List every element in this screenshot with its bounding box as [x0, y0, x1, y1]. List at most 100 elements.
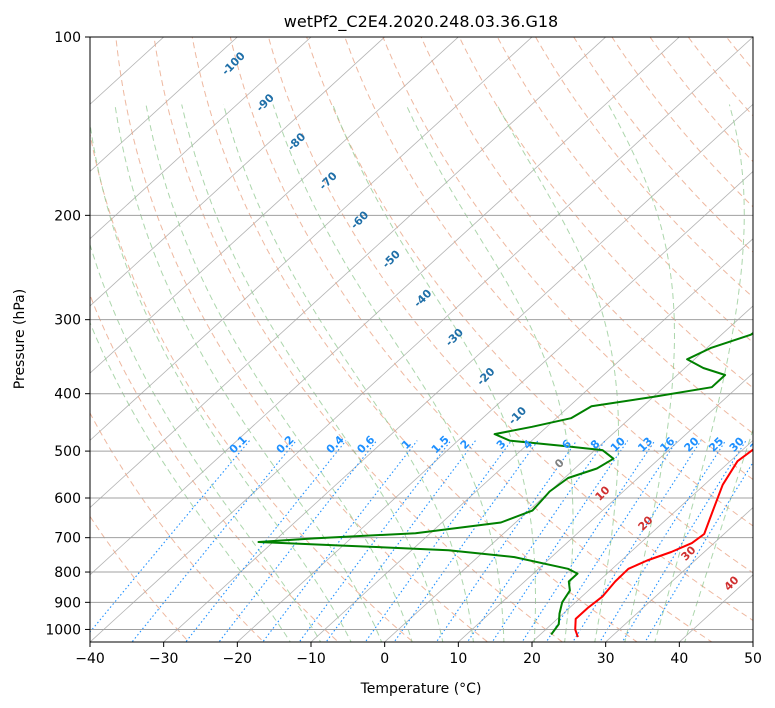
mixing-ratio-line	[491, 440, 629, 642]
moist-adiabat-line	[223, 104, 474, 642]
isotherm-line	[90, 37, 459, 374]
isotherm-line	[90, 37, 238, 172]
isotherm-line	[310, 238, 753, 642]
sounding-series	[257, 331, 753, 638]
y-tick-label: 800	[54, 565, 81, 581]
dewpoint-series-line	[257, 331, 753, 636]
x-tick-label: −10	[296, 651, 326, 667]
y-tick-label: 1000	[45, 622, 81, 638]
dry-adiabat-line	[344, 37, 753, 527]
temperature-series-line	[574, 448, 753, 638]
mixing-ratio-line	[644, 461, 753, 642]
isotherm-line	[90, 37, 165, 105]
dry-adiabat-line	[535, 37, 753, 298]
x-tick-label: −20	[223, 651, 253, 667]
mixing-ratio-label: 0.6	[354, 433, 377, 456]
dry-adiabat-label: -40	[411, 287, 434, 310]
dry-adiabat-line	[267, 37, 753, 622]
moist-adiabat-line	[332, 104, 536, 642]
x-tick-label: 20	[523, 651, 541, 667]
moist-adiabat-line	[90, 243, 322, 642]
dry-adiabat-label: -80	[285, 130, 308, 153]
dry-adiabat-line	[573, 37, 753, 253]
mixing-ratio-label: 0.2	[274, 433, 297, 456]
dry-adiabat-line	[90, 515, 190, 642]
dry-adiabat-label: -90	[254, 91, 277, 114]
dry-adiabat-line	[90, 131, 414, 642]
y-axis-label: Pressure (hPa)	[12, 289, 28, 389]
dry-adiabat-line	[229, 37, 713, 642]
isotherm-line	[90, 37, 753, 642]
moist-adiabat-line	[90, 120, 352, 642]
dry-adiabat-line	[496, 37, 753, 344]
x-tick-label: 40	[670, 651, 688, 667]
x-tick-label: 30	[597, 651, 615, 667]
mixing-ratio-label: 0.1	[227, 433, 250, 456]
x-tick-label: 10	[449, 651, 467, 667]
isotherm-line	[457, 372, 753, 642]
isotherm-line	[90, 37, 533, 441]
dry-adiabat-line	[420, 37, 753, 435]
moist-adiabat-line	[496, 104, 619, 642]
plot-frame	[89, 36, 754, 643]
mixing-ratio-label: 36	[748, 434, 768, 454]
moist-adiabat-line	[405, 104, 574, 642]
dry-adiabat-line	[743, 10, 775, 654]
mixing-ratio-label: 13	[635, 435, 655, 455]
moist-adiabat-line	[114, 104, 383, 642]
y-tick-label: 600	[54, 491, 81, 507]
x-tick-label: −30	[149, 651, 179, 667]
isotherm-line	[90, 37, 680, 576]
dry-adiabat-label: -30	[443, 326, 466, 349]
mixing-ratio-line	[218, 440, 378, 642]
isotherm-line	[90, 37, 607, 509]
dry-adiabat-line	[90, 412, 265, 642]
dry-adiabat-line	[90, 293, 340, 642]
mixing-ratio-line	[466, 440, 606, 642]
pressure-gridlines	[90, 37, 753, 630]
x-axis-label: Temperature (°C)	[360, 681, 482, 697]
isotherm-line	[236, 170, 753, 642]
isotherm-line	[752, 641, 753, 642]
dry-adiabat-line	[611, 37, 753, 208]
y-tick-label: 500	[54, 444, 81, 460]
dry-adiabat-label: -10	[506, 404, 529, 427]
y-tick-label: 400	[54, 387, 81, 403]
y-tick-label: 100	[54, 30, 81, 46]
y-tick-label: 300	[54, 313, 81, 329]
mixing-ratio-line	[185, 440, 347, 642]
mixing-ratio-line	[599, 440, 727, 642]
isotherm-line	[531, 439, 753, 642]
isotherm-line	[90, 37, 312, 240]
isotherm-line	[90, 37, 386, 307]
dry-adiabat-label: -20	[474, 365, 497, 388]
mixing-ratio-line	[521, 440, 656, 642]
dry-adiabat-label: -100	[219, 49, 248, 78]
line-labels: -100-90-80-70-60-50-40-30-20-10010203040…	[219, 49, 768, 593]
mixing-ratio-label: 1.5	[429, 433, 452, 456]
dry-adiabat-line	[649, 37, 753, 163]
mixing-ratio-line	[262, 440, 418, 642]
moist-adiabat-line	[684, 427, 753, 642]
isotherm-line	[384, 305, 753, 642]
dry-adiabat-line	[153, 37, 564, 642]
mixing-ratio-line	[621, 440, 747, 642]
x-tick-label: 50	[744, 651, 762, 667]
dry-adiabat-label: -60	[348, 208, 371, 231]
mixing-ratio-line	[435, 440, 578, 642]
moist-adiabat-label: 10	[593, 483, 613, 503]
chart-title: wetPf2_C2E4.2020.248.03.36.G18	[284, 12, 558, 32]
moist-adiabat-line	[145, 104, 413, 642]
y-tick-label: 700	[54, 531, 81, 547]
y-tick-label: 200	[54, 208, 81, 224]
moist-adiabat-line	[90, 321, 291, 642]
moist-adiabat-line	[272, 104, 505, 642]
mixing-ratio-label: 1	[399, 437, 414, 452]
moist-adiabat-line	[607, 104, 676, 642]
dry-adiabat-label: -50	[380, 247, 403, 270]
moist-adiabat-line	[654, 104, 745, 642]
moist-adiabat-label: 40	[722, 573, 742, 593]
mixing-ratio-label: 25	[706, 435, 726, 455]
x-tick-label: −40	[75, 651, 105, 667]
